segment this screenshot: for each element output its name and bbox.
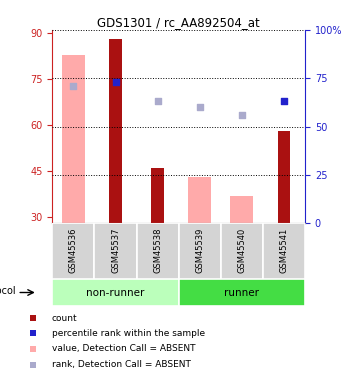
Bar: [188, 177, 211, 223]
Bar: [221, 223, 263, 279]
Text: GSM45541: GSM45541: [279, 228, 288, 273]
Bar: [179, 279, 305, 306]
Text: rank, Detection Call = ABSENT: rank, Detection Call = ABSENT: [52, 360, 191, 369]
Bar: [230, 195, 253, 223]
Text: count: count: [52, 314, 78, 322]
Point: [155, 99, 161, 105]
Text: GSM45540: GSM45540: [238, 228, 246, 273]
Text: GSM45539: GSM45539: [195, 228, 204, 273]
Point: [197, 104, 203, 110]
Bar: [179, 223, 221, 279]
Bar: [52, 279, 179, 306]
Text: GSM45536: GSM45536: [69, 228, 78, 273]
Text: GSM45538: GSM45538: [153, 228, 162, 273]
Bar: [109, 39, 122, 223]
Title: GDS1301 / rc_AA892504_at: GDS1301 / rc_AA892504_at: [97, 16, 260, 29]
Point: [239, 112, 245, 118]
Point: [30, 315, 36, 321]
Point: [281, 99, 287, 105]
Point: [113, 79, 118, 85]
Bar: [52, 223, 95, 279]
Point: [30, 330, 36, 336]
Bar: [278, 131, 290, 223]
Bar: [136, 223, 179, 279]
Text: runner: runner: [225, 288, 259, 297]
Text: non-runner: non-runner: [86, 288, 145, 297]
Point: [30, 346, 36, 352]
Point: [30, 362, 36, 368]
Bar: [151, 168, 164, 223]
Bar: [62, 54, 85, 223]
Text: value, Detection Call = ABSENT: value, Detection Call = ABSENT: [52, 344, 196, 353]
Text: percentile rank within the sample: percentile rank within the sample: [52, 329, 205, 338]
Text: GSM45537: GSM45537: [111, 228, 120, 273]
Point: [70, 83, 76, 89]
Bar: [263, 223, 305, 279]
Bar: [95, 223, 136, 279]
Text: protocol: protocol: [0, 286, 16, 296]
